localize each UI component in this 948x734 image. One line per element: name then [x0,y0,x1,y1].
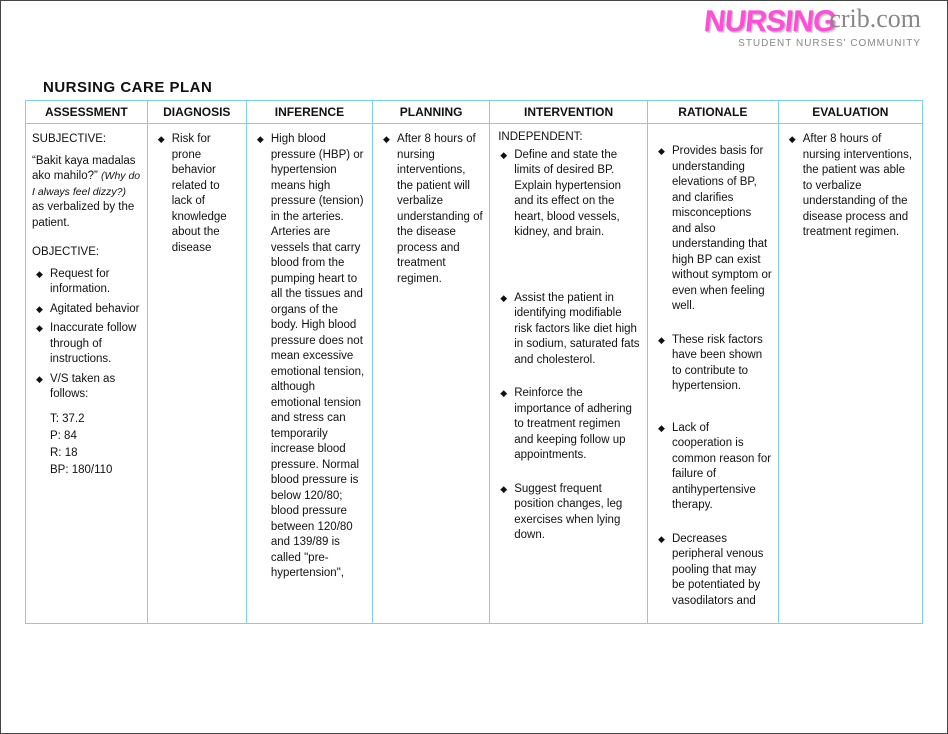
header-intervention: INTERVENTION [490,101,648,124]
inference-list: High blood pressure (HBP) or hypertensio… [253,132,366,582]
vital-t: T: 37.2 [50,411,141,428]
objective-list: Request for information. Agitated behavi… [32,267,141,403]
header-assessment: ASSESSMENT [26,101,148,124]
intervention-item: Reinforce the importance of adhering to … [500,386,641,464]
objective-item: Agitated behavior [36,302,141,318]
header-diagnosis: DIAGNOSIS [147,101,246,124]
vital-signs: T: 37.2 P: 84 R: 18 BP: 180/110 [32,411,141,480]
header-inference: INFERENCE [246,101,372,124]
intervention-list: Define and state the limits of desired B… [496,148,641,544]
objective-label: OBJECTIVE: [32,245,141,261]
evaluation-list: After 8 hours of nursing interventions, … [785,132,916,241]
vital-p: P: 84 [50,428,141,445]
diagnosis-item: Risk for prone behavior related to lack … [158,132,240,256]
care-plan-table: ASSESSMENT DIAGNOSIS INFERENCE PLANNING … [25,100,923,624]
objective-item: Request for information. [36,267,141,298]
logo-main-text: NURSING [702,7,836,37]
header-rationale: RATIONALE [647,101,778,124]
evaluation-item: After 8 hours of nursing interventions, … [789,132,916,241]
inference-item: High blood pressure (HBP) or hypertensio… [257,132,366,582]
cell-assessment: SUBJECTIVE: “Bakit kaya madalas ako mahi… [26,124,148,624]
site-logo: NURSINGcrib.com STUDENT NURSES' COMMUNIT… [704,7,921,49]
rationale-item: Lack of cooperation is common reason for… [658,421,772,514]
logo-tagline: STUDENT NURSES' COMMUNITY [704,39,921,49]
quote-tail: as verbalized by the patient. [32,201,134,229]
page-title: NURSING CARE PLAN [43,79,923,96]
objective-item: V/S taken as follows: [36,372,141,403]
rationale-item: Decreases peripheral venous pooling that… [658,532,772,610]
table-body-row: SUBJECTIVE: “Bakit kaya madalas ako mahi… [26,124,923,624]
diagnosis-list: Risk for prone behavior related to lack … [154,132,240,256]
planning-item: After 8 hours of nursing interventions, … [383,132,483,287]
cell-diagnosis: Risk for prone behavior related to lack … [147,124,246,624]
independent-label: INDEPENDENT: [498,130,641,146]
rationale-item: These risk factors have been shown to co… [658,333,772,395]
intervention-item: Define and state the limits of desired B… [500,148,641,241]
subjective-quote: “Bakit kaya madalas ako mahilo?” (Why do… [32,154,141,232]
table-header-row: ASSESSMENT DIAGNOSIS INFERENCE PLANNING … [26,101,923,124]
intervention-item: Assist the patient in identifying modifi… [500,291,641,369]
document-page: NURSINGcrib.com STUDENT NURSES' COMMUNIT… [0,0,948,734]
cell-intervention: INDEPENDENT: Define and state the limits… [490,124,648,624]
intervention-item: Suggest frequent position changes, leg e… [500,482,641,544]
rationale-list: Provides basis for understanding elevati… [654,144,772,609]
objective-item: Inaccurate follow through of instruction… [36,321,141,368]
logo-sub-text: crib.com [829,6,921,32]
header-evaluation: EVALUATION [778,101,922,124]
header-planning: PLANNING [373,101,490,124]
vital-bp: BP: 180/110 [50,462,141,479]
cell-rationale: Provides basis for understanding elevati… [647,124,778,624]
cell-evaluation: After 8 hours of nursing interventions, … [778,124,922,624]
subjective-label: SUBJECTIVE: [32,132,141,148]
rationale-item: Provides basis for understanding elevati… [658,144,772,315]
vital-r: R: 18 [50,445,141,462]
planning-list: After 8 hours of nursing interventions, … [379,132,483,287]
cell-planning: After 8 hours of nursing interventions, … [373,124,490,624]
cell-inference: High blood pressure (HBP) or hypertensio… [246,124,372,624]
